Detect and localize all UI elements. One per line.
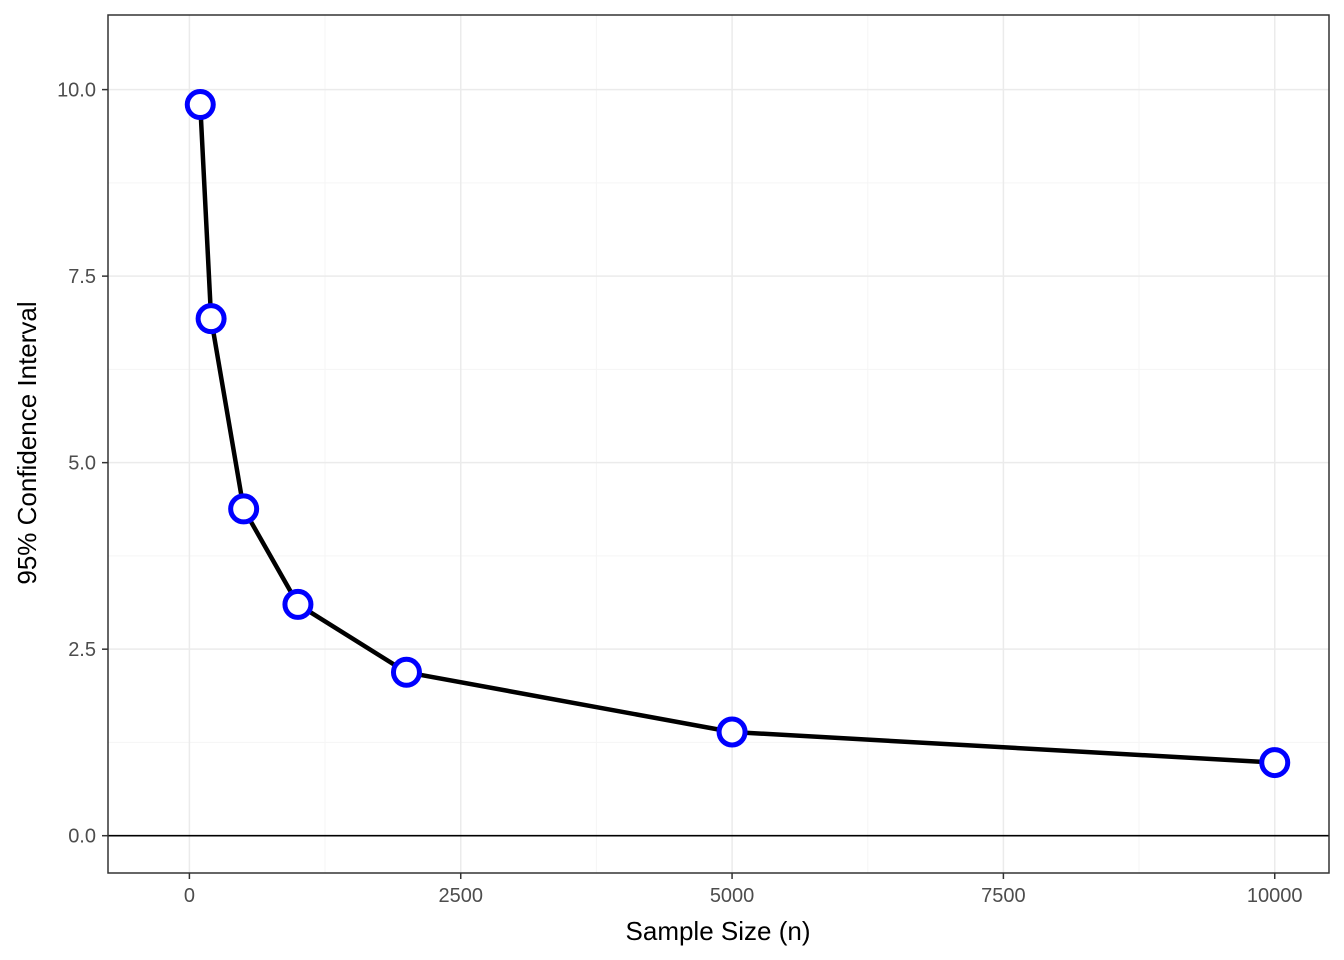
x-tick-label: 7500 xyxy=(981,885,1026,907)
x-tick-label: 2500 xyxy=(438,885,483,907)
series-group xyxy=(198,102,1277,765)
data-points xyxy=(184,89,1291,779)
y-axis-ticks: 0.0 2.5 5.0 7.5 10.0 xyxy=(57,80,108,848)
y-axis-title: 95% Confidence Interval xyxy=(12,301,42,584)
y-tick-label: 5.0 xyxy=(68,453,96,475)
data-point xyxy=(1259,747,1291,779)
y-tick-label: 10.0 xyxy=(57,80,96,102)
data-point xyxy=(195,303,227,335)
x-tick-label: 10000 xyxy=(1247,885,1303,907)
major-gridlines xyxy=(108,15,1329,873)
data-point xyxy=(228,493,260,525)
minor-gridlines xyxy=(108,15,1329,873)
series-line xyxy=(198,102,1277,765)
data-point xyxy=(282,588,314,620)
y-tick-label: 2.5 xyxy=(68,639,96,661)
data-point xyxy=(184,89,216,121)
x-axis-title: Sample Size (n) xyxy=(626,916,811,946)
x-axis-ticks: 0 2500 5000 7500 10000 xyxy=(184,873,1303,907)
y-tick-label: 7.5 xyxy=(68,266,96,288)
x-tick-label: 5000 xyxy=(710,885,755,907)
data-point xyxy=(390,656,422,688)
y-tick-label: 0.0 xyxy=(68,826,96,848)
data-point xyxy=(716,716,748,748)
panel-border xyxy=(107,14,1330,874)
x-tick-label: 0 xyxy=(184,885,195,907)
